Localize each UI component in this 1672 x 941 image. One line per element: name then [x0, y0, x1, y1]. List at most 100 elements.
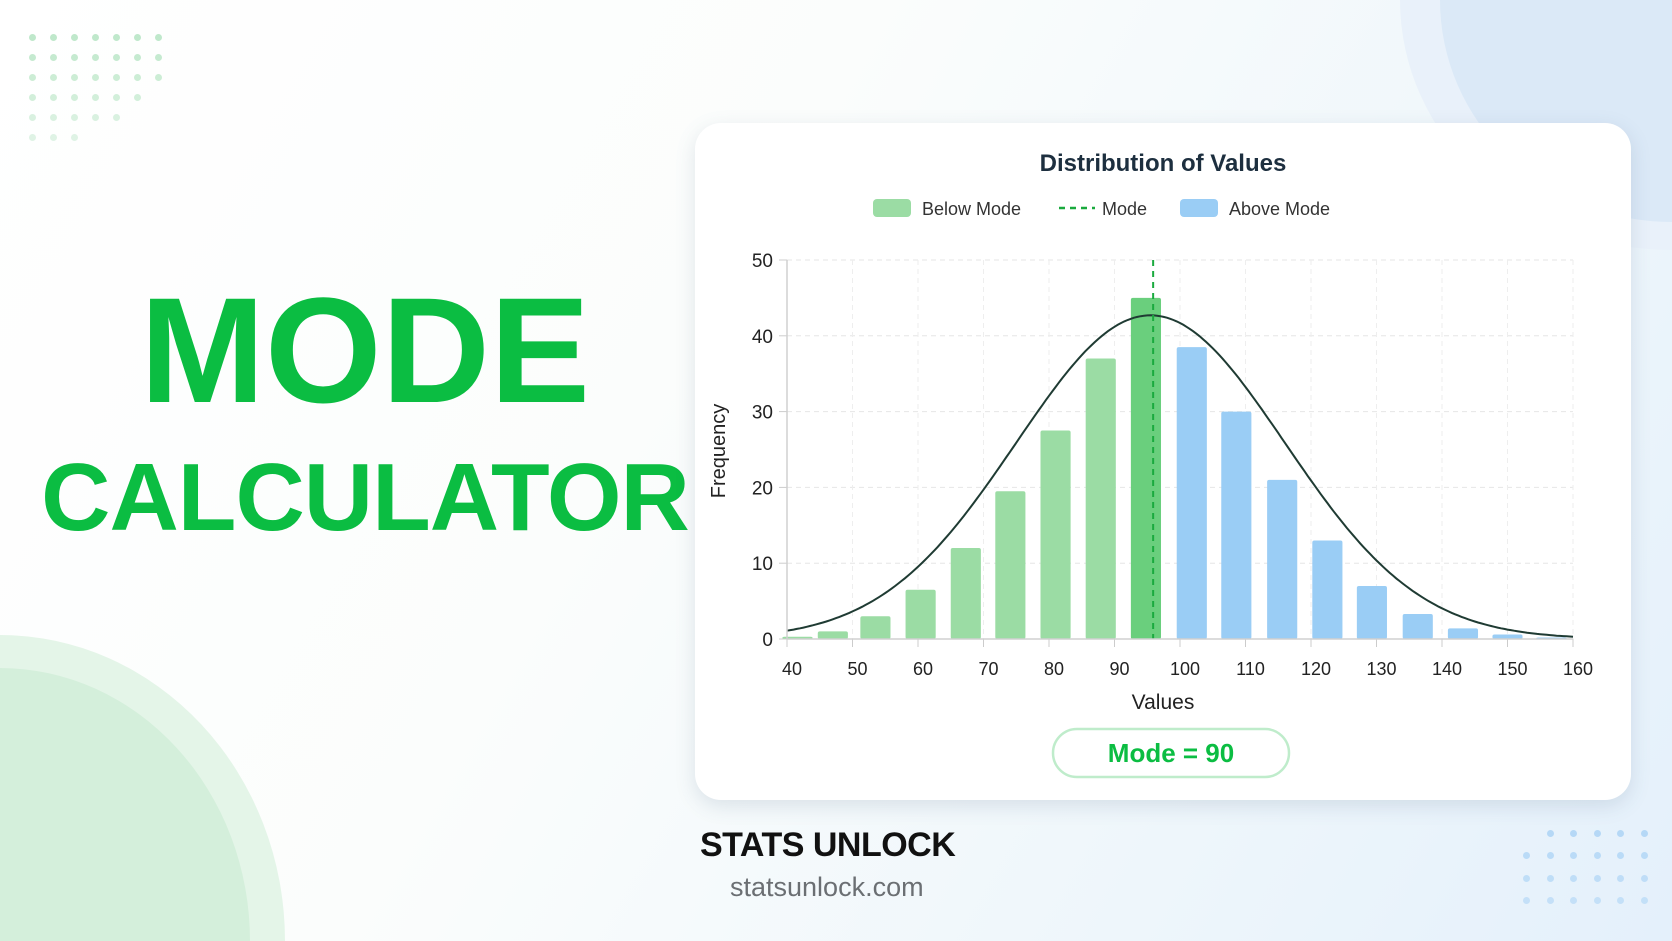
x-tick-label: 140: [1432, 659, 1462, 679]
legend: Below Mode Mode Above Mode: [873, 199, 1330, 219]
legend-swatch-0: [873, 199, 911, 217]
x-tick-label: 60: [913, 659, 933, 679]
dot: [29, 73, 36, 81]
dot: [50, 73, 57, 81]
bar-mode: [1130, 297, 1162, 639]
mode-result-text: Mode = 90: [1108, 738, 1234, 768]
dot: [113, 73, 120, 81]
dot: [1640, 830, 1648, 837]
x-tick-label: 130: [1366, 659, 1396, 679]
dot: [1640, 852, 1648, 860]
x-tick-label: 70: [978, 659, 998, 679]
dot: [71, 53, 78, 61]
distribution-chart: Distribution of Values Below Mode Mode Abo…: [708, 150, 1593, 779]
dot: [1570, 874, 1577, 882]
dot: [50, 93, 57, 101]
dot: [71, 34, 78, 41]
dot: [29, 53, 36, 61]
x-tick-label: 120: [1301, 659, 1331, 679]
bar-above: [1447, 628, 1479, 639]
bar-below: [817, 631, 848, 639]
x-tick-label: 80: [1044, 659, 1064, 679]
dot: [1523, 874, 1530, 882]
bar-below: [995, 491, 1026, 639]
dot: [113, 113, 120, 121]
dot: [50, 113, 57, 121]
dot: [1593, 896, 1601, 904]
dot: [1570, 830, 1577, 837]
legend-label: Above Mode: [1229, 199, 1330, 219]
y-tick-label: 20: [752, 478, 773, 499]
dot: [113, 53, 120, 61]
dot: [155, 53, 162, 61]
dot: [1617, 874, 1624, 882]
dot: [50, 34, 57, 41]
dot: [1523, 896, 1530, 904]
dot: [1617, 896, 1624, 904]
bar-above: [1492, 634, 1523, 639]
dot: [71, 73, 78, 81]
dot: [1617, 852, 1624, 860]
bar-above: [1221, 411, 1252, 639]
normal-curve-line: [786, 314, 1574, 638]
y-tick-label: 30: [752, 403, 773, 424]
dot: [1546, 896, 1554, 904]
dot: [1617, 830, 1624, 837]
bar-above: [1176, 347, 1207, 639]
dot: [71, 93, 78, 101]
chart-card: Distribution of Values Below Mode Mode Abo…: [695, 123, 1631, 800]
mode-result-pill: [1051, 727, 1291, 779]
x-tick-label: 150: [1497, 659, 1527, 679]
dot: [155, 73, 162, 81]
dot: [92, 93, 99, 101]
dot: [71, 133, 78, 141]
legend-label: Below Mode: [922, 199, 1021, 219]
dot: [1570, 852, 1577, 860]
dot: [1593, 830, 1601, 837]
x-tick-label: 40: [782, 659, 802, 679]
dot: [1593, 874, 1601, 882]
bar-below: [950, 548, 981, 639]
dot: [92, 53, 99, 61]
dot: [113, 93, 120, 101]
dot: [1570, 896, 1577, 904]
dot: [29, 133, 36, 141]
y-tick-label: 40: [752, 327, 773, 348]
dot: [113, 34, 120, 41]
bar-below: [1085, 358, 1116, 639]
dot: [134, 53, 141, 61]
x-tick-label: 160: [1563, 659, 1593, 679]
x-tick-label: 100: [1170, 659, 1200, 679]
dot: [50, 133, 57, 141]
dot: [50, 53, 57, 61]
dot: [155, 34, 162, 41]
dot: [1546, 830, 1554, 837]
bar-above: [1267, 479, 1298, 639]
dot: [1640, 896, 1648, 904]
x-tick-label: 50: [847, 659, 867, 679]
dot: [29, 34, 36, 41]
dot: [1523, 852, 1530, 860]
grid: [787, 259, 1574, 639]
bar-above: [1312, 540, 1343, 639]
y-tick-label: 0: [762, 630, 773, 651]
x-axis-label: Values: [1132, 691, 1195, 714]
dot: [29, 93, 36, 101]
axes: 0 10 20 30 40 50 40 50 60 70 80 90 100 110 120 130 140 15…: [752, 251, 1593, 679]
bar-below: [860, 616, 891, 639]
x-tick-label: 90: [1109, 659, 1129, 679]
legend-label: Mode: [1102, 199, 1147, 219]
dot: [1640, 874, 1648, 882]
dot: [1546, 874, 1554, 882]
headline-calculator: CALCULATOR: [41, 444, 690, 551]
x-tick-label: 110: [1236, 659, 1265, 679]
bars: [782, 297, 1567, 639]
legend-swatch-2: [1180, 199, 1218, 217]
bar-below: [905, 589, 936, 639]
dot: [92, 113, 99, 121]
normal-curve: [786, 260, 1574, 639]
y-tick-label: 10: [752, 554, 773, 575]
brand-url[interactable]: statsunlock.com: [730, 872, 924, 902]
headline-mode: MODE: [140, 266, 590, 434]
bar-below: [1040, 430, 1071, 639]
